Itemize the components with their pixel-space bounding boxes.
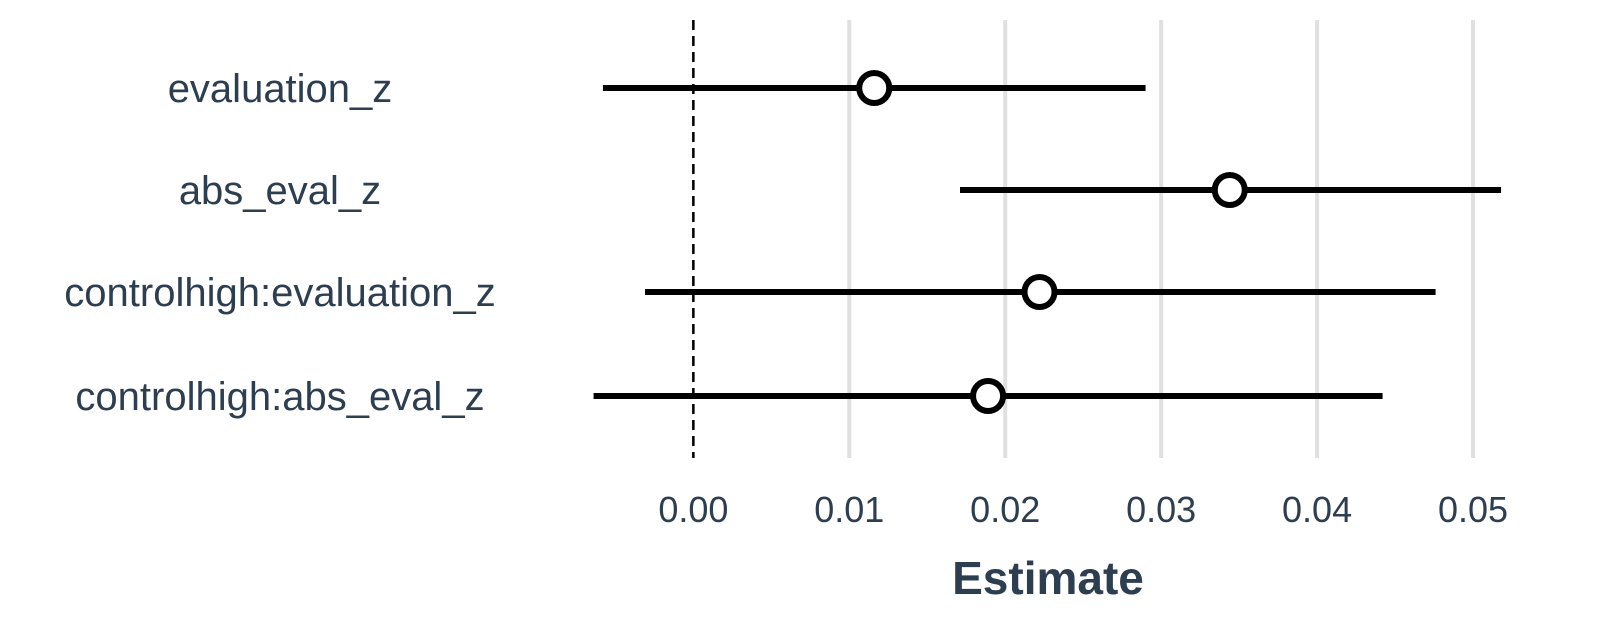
y-label-abs_eval_z: abs_eval_z [179, 169, 381, 213]
point-layer [856, 70, 1248, 414]
y-label-layer: evaluation_z abs_eval_z controlhigh:evalua… [64, 67, 495, 419]
x-tick-label-2: 0.02 [970, 489, 1040, 530]
point-controlhigh:evaluation_z [1021, 274, 1058, 310]
x-tick-label-4: 0.04 [1282, 489, 1352, 530]
point-abs_eval_z [1211, 172, 1248, 208]
y-label-controlhigh:abs_eval_z: controlhigh:abs_eval_z [75, 375, 484, 419]
x-tick-layer: 0.00 0.01 0.02 0.03 0.04 0.05 [658, 489, 1508, 530]
x-tick-label-5: 0.05 [1438, 489, 1508, 530]
point-controlhigh:abs_eval_z [970, 378, 1007, 414]
interval-layer [593, 85, 1502, 399]
grid-layer [847, 20, 1476, 458]
y-label-evaluation_z: evaluation_z [168, 67, 393, 111]
x-tick-label-3: 0.03 [1126, 489, 1196, 530]
x-axis-title: Estimate [952, 552, 1144, 604]
x-tick-label-0: 0.00 [658, 489, 728, 530]
x-tick-label-1: 0.01 [814, 489, 884, 530]
point-evaluation_z [856, 70, 893, 106]
y-label-controlhigh:evaluation_z: controlhigh:evaluation_z [64, 271, 495, 315]
